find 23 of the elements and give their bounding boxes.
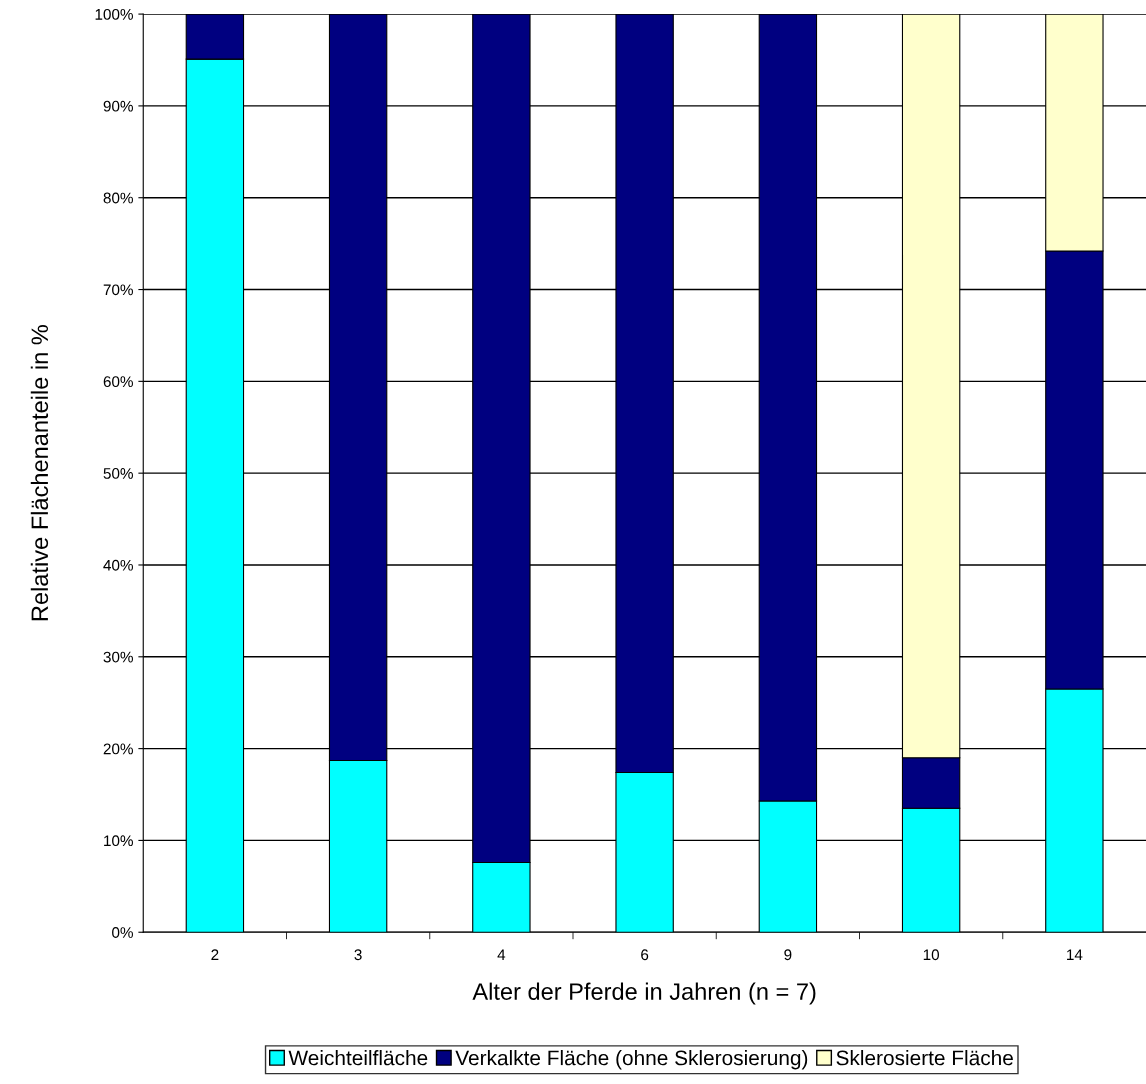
- x-tick-label: 6: [641, 949, 649, 961]
- x-tick-label: 10: [923, 949, 940, 961]
- x-tick-label: 14: [1067, 949, 1083, 960]
- legend-label: Sklerosierte Fläche: [836, 1050, 1013, 1066]
- y-tick-label: 10%: [104, 835, 133, 847]
- y-tick-label: 40%: [103, 559, 133, 571]
- y-tick-label: 90%: [103, 100, 133, 112]
- x-tick-label: 9: [784, 949, 792, 961]
- y-tick-label: 50%: [103, 468, 133, 479]
- y-tick-label: 80%: [103, 192, 133, 204]
- x-tick-label: 3: [354, 949, 362, 961]
- y-tick-label: 70%: [103, 284, 133, 296]
- y-tick-label: 30%: [103, 651, 133, 663]
- legend-label: Weichteilfläche: [288, 1050, 428, 1066]
- x-axis-title: Alter der Pferde in Jahren (n = 7): [472, 982, 816, 1005]
- y-tick-label: 20%: [103, 743, 133, 755]
- y-axis-title: Relative Flächenanteile in %: [30, 325, 49, 621]
- x-tick-label: 2: [211, 949, 219, 960]
- y-tick-label: 60%: [103, 376, 133, 388]
- legend-label: Verkalkte Fläche (ohne Sklerosierung): [455, 1050, 808, 1070]
- x-tick-label: 4: [497, 949, 506, 960]
- y-tick-label: 100%: [95, 8, 133, 20]
- y-tick-label: 0%: [112, 927, 133, 938]
